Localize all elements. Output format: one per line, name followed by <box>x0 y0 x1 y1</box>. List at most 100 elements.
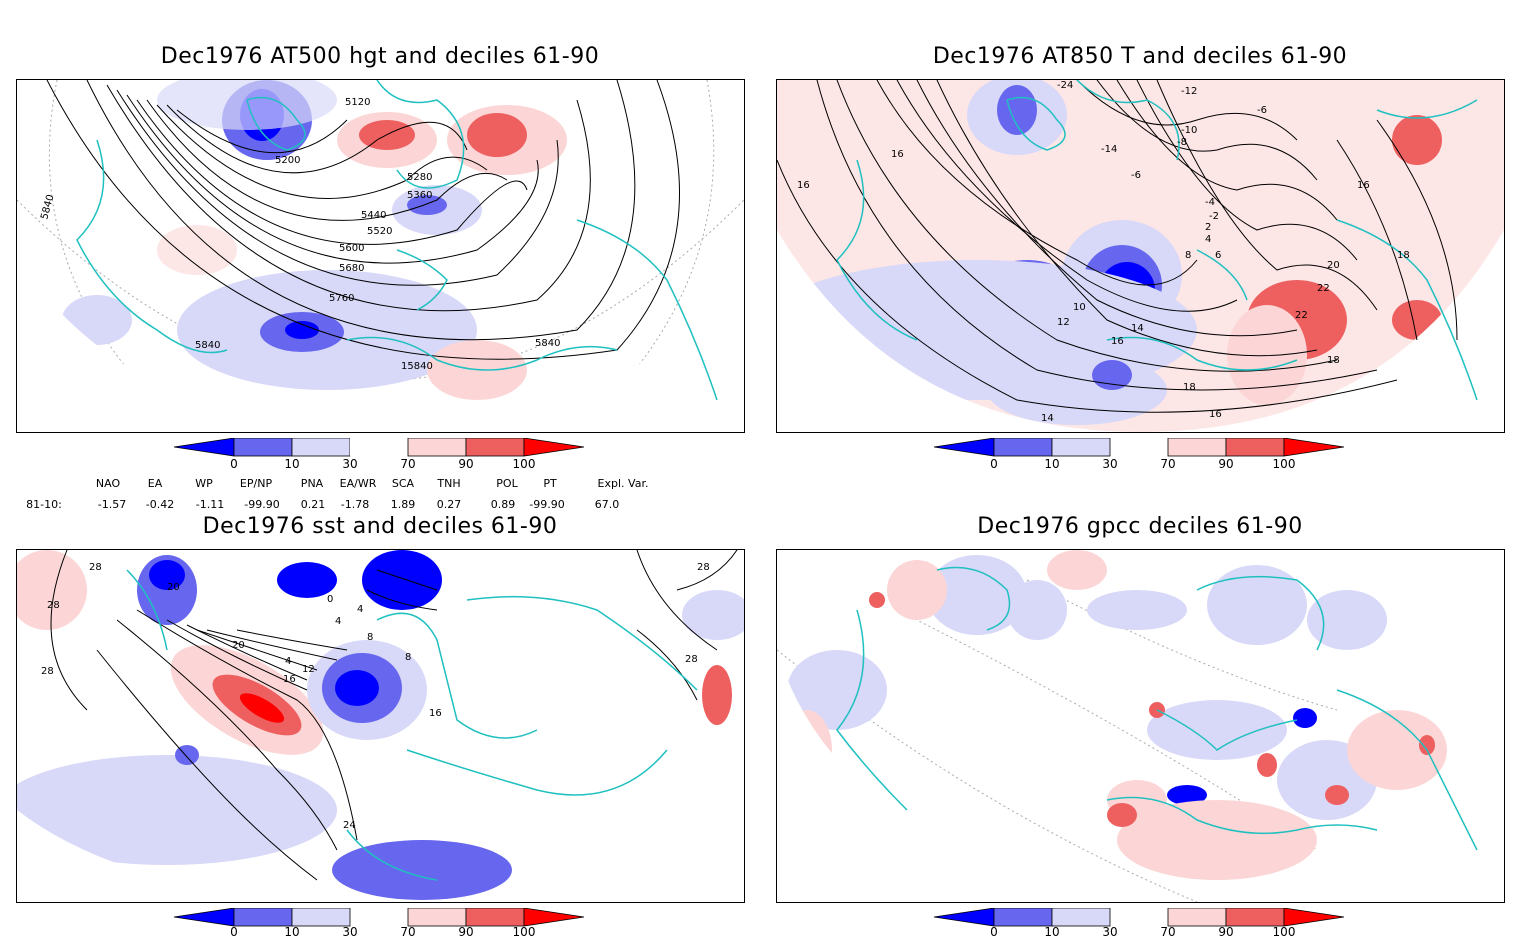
cbar-bin <box>933 438 995 457</box>
cbar-label: 10 <box>1044 457 1060 471</box>
cbar-bin <box>1167 908 1227 927</box>
contour-label: 16 <box>891 149 904 160</box>
panel3-title: Dec1976 sst and deciles 61-90 <box>202 514 558 539</box>
cbar-label: 30 <box>1102 925 1118 939</box>
contour-label: 14 <box>1131 323 1144 334</box>
contour-label: 22 <box>1317 283 1330 294</box>
cbar-label: 30 <box>342 925 358 939</box>
cbar-label: 70 <box>400 457 416 471</box>
contour-label: 4 <box>357 604 363 615</box>
cbar-bin <box>350 438 408 456</box>
colorbar-top-right <box>933 438 1345 457</box>
contour-label: 5120 <box>345 97 370 108</box>
contour-label: 8 <box>367 632 373 643</box>
contour-label: 5600 <box>339 243 364 254</box>
contour-label: 4 <box>335 616 341 627</box>
index-value: 0.89 <box>490 498 516 511</box>
cbar-label: 100 <box>1272 457 1296 471</box>
contour-label: -6 <box>1131 170 1141 181</box>
contour-label: 28 <box>697 562 710 573</box>
contour-label: 5520 <box>367 226 392 237</box>
cbar-bin <box>1051 908 1111 927</box>
contour-label: -2 <box>1209 211 1219 222</box>
contour-label: -4 <box>1205 197 1215 208</box>
colorbar-bottom-right <box>933 908 1345 927</box>
cbar-label: 0 <box>990 457 998 471</box>
index-header: EA/WR <box>339 477 377 490</box>
index-row-label: 81-10: <box>26 498 62 511</box>
contour-label: 15840 <box>401 361 433 372</box>
index-value: 1.89 <box>390 498 416 511</box>
cbar-label: 0 <box>990 925 998 939</box>
contour-label: 18 <box>1397 250 1410 261</box>
contour-label: 20 <box>1327 260 1340 271</box>
cbar-label: 30 <box>342 457 358 471</box>
index-header: Expl. Var. <box>597 477 649 490</box>
contour-label: 20 <box>167 582 180 593</box>
cbar-label: 0 <box>230 457 238 471</box>
cbar-label: 70 <box>1160 925 1176 939</box>
contour-label: 5360 <box>407 190 432 201</box>
cbar-bin <box>1225 438 1285 457</box>
index-header: WP <box>195 477 213 490</box>
index-header: EP/NP <box>239 477 273 490</box>
contour-label: -24 <box>1057 80 1073 91</box>
gpcc-map <box>777 550 1478 902</box>
panel4-title: Dec1976 gpcc deciles 61-90 <box>977 514 1303 539</box>
contour-label: 16 <box>1357 180 1370 191</box>
panel1-title: Dec1976 AT500 hgt and deciles 61-90 <box>160 44 600 69</box>
contour-label: 22 <box>1295 310 1308 321</box>
cbar-bin <box>173 438 235 457</box>
contour-label: 18 <box>1327 355 1340 366</box>
contour-label: 0 <box>327 594 333 605</box>
contour-label: 5440 <box>361 210 386 221</box>
index-header: PT <box>543 477 557 490</box>
contour-label: -14 <box>1101 144 1117 155</box>
index-value: 0.21 <box>300 498 326 511</box>
contour-label: 28 <box>89 562 102 573</box>
contour-label: 5280 <box>407 172 432 183</box>
contour-label: 16 <box>429 708 442 719</box>
cbar-bin <box>407 908 467 927</box>
contour-label: 16 <box>1111 336 1124 347</box>
cbar-label: 90 <box>458 925 474 939</box>
cbar-label: 30 <box>1102 457 1118 471</box>
contour-label: 28 <box>47 600 60 611</box>
contour-label: 5200 <box>275 155 300 166</box>
cbar-label: 100 <box>512 457 536 471</box>
map-panel-t850: -24 -12 -10 -8 -6 -14 -6 -4 -2 2 4 6 8 1… <box>776 79 1505 433</box>
contour-label: 12 <box>302 664 315 675</box>
t850-map: -24 -12 -10 -8 -6 -14 -6 -4 -2 2 4 6 8 1… <box>777 80 1504 432</box>
map-panel-gpcc <box>776 549 1505 903</box>
contour-label: 16 <box>283 674 296 685</box>
index-value: -1.11 <box>195 498 225 511</box>
cbar-bin <box>465 438 525 457</box>
contour-label: -6 <box>1257 105 1267 116</box>
contour-label: 5680 <box>339 263 364 274</box>
contour-label: 28 <box>41 666 54 677</box>
index-header: PNA <box>300 477 324 490</box>
cbar-bin <box>1283 438 1345 457</box>
cbar-bin <box>407 438 467 457</box>
cbar-bin <box>1051 438 1111 457</box>
index-header: EA <box>147 477 163 490</box>
contour-label: -8 <box>1177 137 1187 148</box>
cbar-label: 90 <box>458 457 474 471</box>
map-panel-sst: 28 28 28 20 0 4 8 12 16 20 4 4 8 16 24 2… <box>16 549 745 903</box>
index-value: 67.0 <box>594 498 620 511</box>
contour-label: 4 <box>1205 234 1211 245</box>
index-header: POL <box>496 477 518 490</box>
cbar-bin <box>291 908 351 927</box>
cbar-label: 70 <box>400 925 416 939</box>
cbar-bin <box>993 908 1053 927</box>
contour-label: 12 <box>1057 317 1070 328</box>
contour-label: 4 <box>285 656 291 667</box>
contour-label: -10 <box>1181 125 1197 136</box>
panel2-title: Dec1976 AT850 T and deciles 61-90 <box>932 44 1348 69</box>
sst-map: 28 28 28 20 0 4 8 12 16 20 4 4 8 16 24 2… <box>17 550 744 902</box>
index-value: 0.27 <box>436 498 462 511</box>
cbar-label: 70 <box>1160 457 1176 471</box>
index-value: -1.78 <box>340 498 370 511</box>
cbar-bin <box>1283 908 1345 927</box>
cbar-bin <box>233 908 293 927</box>
